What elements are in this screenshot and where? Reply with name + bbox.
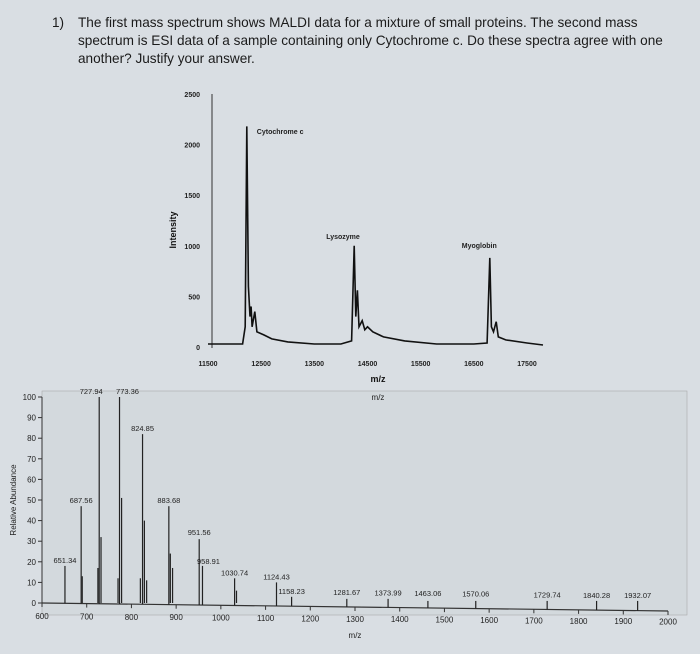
peak-label: 1281.67	[333, 588, 360, 597]
question-text: The first mass spectrum shows MALDI data…	[78, 15, 663, 66]
question-number: 1)	[52, 15, 65, 30]
x-tick-label: 1100	[257, 614, 275, 623]
peak-label: 1030.74	[221, 568, 248, 577]
x-tick-label: 1800	[570, 617, 588, 626]
peak-label: 883.68	[157, 496, 180, 505]
y-tick-label: 0	[32, 599, 37, 608]
peak-label: 1932.07	[624, 591, 651, 600]
spectrum-line	[208, 126, 544, 346]
y-axis-label: Intensity	[168, 211, 178, 248]
x-axis-label: m/z	[349, 631, 362, 640]
y-tick-label: 50	[27, 496, 36, 505]
peak-label: 651.34	[53, 556, 76, 565]
y-tick-label: 30	[27, 537, 36, 546]
peak-label: 1124.43	[263, 572, 290, 581]
peak-label: 1373.99	[375, 588, 402, 597]
x-tick-label: 1500	[436, 616, 454, 625]
peak-label: 958.91	[197, 557, 220, 566]
x-tick-label: 12500	[251, 361, 271, 368]
x-tick-label: 1000	[212, 614, 230, 623]
peak-label: 1570.06	[462, 590, 489, 599]
plot-background	[41, 390, 688, 616]
y-tick-label: 70	[27, 455, 36, 464]
x-tick-label: 13500	[305, 361, 325, 368]
y-tick-label: 90	[27, 414, 36, 423]
peak-label: 1729.74	[534, 590, 561, 599]
peak-annotation: Cytochrome c	[257, 129, 304, 136]
x-tick-label: 11500	[198, 361, 217, 368]
x-tick-label: 1400	[391, 615, 409, 624]
x-tick-label: 900	[169, 613, 183, 622]
x-tick-label: 14500	[358, 361, 378, 368]
y-tick-label: 60	[27, 475, 36, 484]
y-tick-label: 2500	[184, 92, 200, 99]
peak-label: 1840.28	[583, 591, 610, 600]
y-tick-label: 2000	[184, 143, 200, 150]
y-tick-label: 500	[188, 294, 200, 301]
x-tick-label: 1200	[301, 614, 319, 623]
x-tick-label: 16500	[464, 361, 484, 368]
x-tick-label: 1700	[525, 616, 543, 625]
y-tick-label: 80	[27, 434, 36, 443]
x-tick-label: 600	[35, 612, 49, 621]
y-tick-label: 0	[196, 345, 200, 352]
x-tick-label: 1600	[480, 616, 498, 625]
x-tick-label: 1300	[346, 615, 364, 624]
peak-label: 687.56	[70, 496, 93, 505]
peak-label: 727.94	[80, 387, 103, 396]
y-axis-label: Relative Abundance	[9, 464, 18, 536]
chart-title: m/z	[372, 393, 385, 402]
peak-annotation: Myoglobin	[462, 243, 497, 250]
peak-label: 1158.23	[278, 587, 305, 596]
question: 1) The first mass spectrum shows MALDI d…	[52, 14, 692, 68]
peak-label: 951.56	[188, 528, 211, 537]
x-tick-label: 800	[125, 613, 139, 622]
x-tick-label: 1900	[614, 617, 632, 626]
y-tick-label: 40	[27, 517, 36, 526]
peak-label: 824.85	[131, 424, 154, 433]
peak-label: 1463.06	[414, 589, 441, 598]
y-tick-label: 100	[23, 393, 37, 402]
x-tick-label: 700	[80, 612, 94, 621]
y-tick-label: 10	[27, 578, 36, 587]
y-tick-label: 1000	[184, 244, 200, 251]
peak-annotation: Lysozyme	[326, 234, 360, 241]
x-tick-label: 17500	[517, 361, 537, 368]
x-tick-label: 15500	[411, 361, 431, 368]
y-tick-label: 1500	[184, 193, 200, 200]
y-tick-label: 20	[27, 558, 36, 567]
x-axis-label: m/z	[370, 374, 386, 384]
x-tick-label: 2000	[659, 618, 677, 627]
peak-label: 773.36	[116, 387, 139, 396]
